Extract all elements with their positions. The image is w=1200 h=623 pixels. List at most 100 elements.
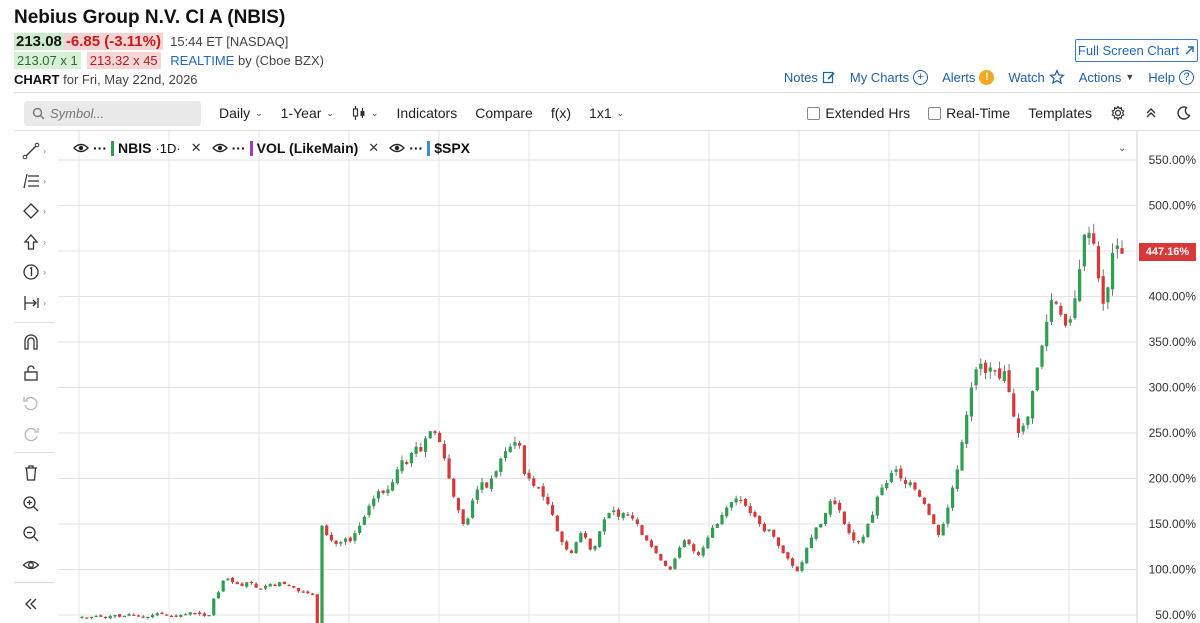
candle-body	[376, 491, 381, 499]
shape-tool[interactable]: ›	[22, 198, 56, 224]
trendline-tool[interactable]: ›	[22, 138, 56, 164]
candle	[588, 538, 592, 551]
visibility-toggle[interactable]	[22, 552, 56, 578]
chevron-right-icon: ›	[43, 237, 46, 247]
candle-body	[508, 446, 512, 453]
legend-collapse-caret[interactable]: ⌄	[1118, 143, 1127, 154]
legend-item[interactable]: ··· NBIS ·1D· ✕	[73, 140, 202, 156]
undo-button[interactable]	[22, 390, 56, 416]
zoom-out-button[interactable]	[22, 521, 56, 547]
candle-body	[993, 370, 997, 372]
trendline-icon	[22, 142, 40, 160]
help-label: Help	[1148, 69, 1175, 85]
candle	[89, 616, 94, 620]
help-link[interactable]: Help ?	[1148, 69, 1194, 85]
watch-link[interactable]: Watch	[1008, 69, 1065, 85]
candle-body	[753, 512, 757, 517]
candle	[889, 470, 894, 484]
gear-icon[interactable]	[1110, 105, 1126, 121]
chart-type-dropdown[interactable]: ⌄	[352, 105, 379, 121]
candle	[381, 490, 385, 495]
realtime-link[interactable]: REALTIME	[170, 53, 235, 68]
candle-body	[174, 615, 178, 617]
candle-body	[856, 541, 861, 543]
templates-button[interactable]: Templates	[1028, 105, 1092, 121]
redo-button[interactable]	[22, 421, 56, 447]
collapse-up-icon[interactable]	[1144, 106, 1158, 120]
extended-hours-toggle[interactable]: Extended Hrs	[807, 105, 910, 121]
eye-icon[interactable]	[73, 142, 89, 154]
candle	[913, 481, 917, 491]
arrow-tool[interactable]: ›	[22, 229, 56, 255]
tools-divider	[14, 452, 54, 453]
magnet-tool[interactable]	[22, 329, 56, 355]
candle	[419, 442, 423, 453]
eye-icon[interactable]	[211, 142, 228, 154]
candle-body	[99, 615, 103, 617]
candle-body	[1106, 287, 1110, 303]
candle-body	[386, 489, 390, 494]
candle	[160, 611, 164, 615]
candle-body	[828, 501, 832, 515]
notes-link[interactable]: Notes	[784, 70, 836, 85]
more-options-icon[interactable]: ···	[409, 140, 424, 156]
period-dropdown[interactable]: Daily ⌄	[219, 105, 263, 121]
zoom-in-button[interactable]	[22, 491, 56, 517]
caret-down-icon: ▼	[1125, 72, 1135, 82]
candle	[654, 545, 658, 555]
measure-tool[interactable]: ›	[22, 290, 56, 316]
candle-body	[1035, 367, 1039, 391]
indicators-button[interactable]: Indicators	[396, 105, 458, 121]
candle-body	[94, 615, 98, 618]
candle-body	[282, 581, 286, 585]
real-time-toggle[interactable]: Real-Time	[928, 105, 1010, 121]
candle	[447, 454, 451, 479]
dark-mode-icon[interactable]	[1176, 105, 1192, 121]
full-screen-chart-button[interactable]: Full Screen Chart	[1075, 39, 1198, 62]
legend-item[interactable]: ··· $SPX	[389, 140, 470, 156]
fib-tool[interactable]: ›	[22, 168, 56, 194]
extended-hours-checkbox[interactable]	[807, 106, 821, 120]
candle-body	[734, 498, 738, 503]
candle-body	[814, 527, 818, 539]
candle-body	[918, 490, 922, 497]
candle-body	[861, 536, 865, 543]
candle	[508, 443, 512, 453]
candle-body	[1092, 233, 1096, 244]
delete-drawings-button[interactable]	[22, 460, 56, 486]
more-options-icon[interactable]: ···	[93, 140, 107, 156]
eye-icon[interactable]	[389, 142, 406, 154]
symbol-search-input[interactable]	[50, 105, 190, 121]
candle-body	[499, 458, 503, 472]
candle	[169, 615, 174, 618]
candle	[428, 430, 432, 440]
layout-dropdown[interactable]: 1x1 ⌄	[589, 105, 624, 121]
candle	[823, 512, 828, 526]
symbol-search-box[interactable]	[24, 100, 201, 126]
candle-body	[593, 545, 597, 550]
actions-menu[interactable]: Actions ▼	[1079, 70, 1135, 85]
lock-tool[interactable]	[22, 360, 56, 386]
candle	[565, 539, 569, 551]
candle-body	[245, 582, 249, 587]
collapse-panel-button[interactable]	[22, 591, 56, 617]
real-time-checkbox[interactable]	[928, 106, 942, 120]
candle	[903, 476, 908, 489]
candle	[1078, 259, 1082, 302]
alerts-link[interactable]: Alerts !	[942, 69, 995, 85]
annotation-tool[interactable]: ›	[22, 259, 56, 285]
my-charts-link[interactable]: My Charts +	[850, 69, 929, 85]
candle	[470, 498, 475, 519]
compare-button[interactable]: Compare	[475, 105, 533, 121]
candle-body	[955, 469, 959, 489]
candle-body	[720, 514, 724, 525]
legend-item[interactable]: ··· VOL (LikeMain) ✕	[211, 140, 380, 156]
close-icon[interactable]: ✕	[368, 140, 380, 155]
candle	[254, 582, 258, 589]
function-button[interactable]: f(x)	[550, 105, 572, 121]
close-icon[interactable]: ✕	[190, 140, 202, 155]
range-dropdown[interactable]: 1-Year ⌄	[281, 105, 334, 121]
candle-body	[310, 593, 315, 595]
more-options-icon[interactable]: ···	[231, 140, 246, 156]
price-chart[interactable]: 550.00%500.00%450.00%400.00%350.00%300.0…	[58, 131, 1200, 623]
